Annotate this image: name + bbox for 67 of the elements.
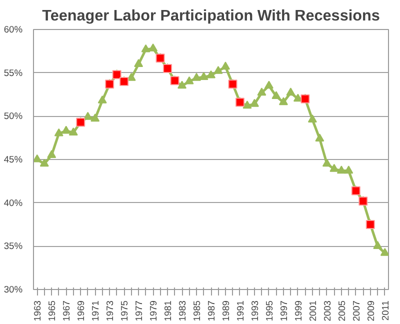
y-tick-label: 50% xyxy=(4,111,22,122)
x-tick-label: 1993 xyxy=(250,300,260,322)
point xyxy=(220,62,230,70)
point xyxy=(40,158,49,167)
point xyxy=(134,59,144,67)
point xyxy=(199,72,208,80)
x-tick-label: 1999 xyxy=(293,300,304,322)
x-tick-label: 1979 xyxy=(148,300,159,322)
x-tick-label: 1983 xyxy=(178,300,188,322)
x-tick-label: 2001 xyxy=(308,300,318,322)
x-tick-label: 2003 xyxy=(322,300,332,322)
x-tick-label: 1967 xyxy=(62,300,72,322)
x-tick-label: 1985 xyxy=(192,300,202,322)
point xyxy=(380,248,388,256)
point xyxy=(264,80,274,89)
y-tick-label: 45% xyxy=(4,154,22,164)
point xyxy=(148,43,158,52)
x-tick-label: 1971 xyxy=(90,300,101,322)
point xyxy=(250,98,259,107)
point xyxy=(34,154,42,162)
point xyxy=(272,91,281,100)
x-tick-label: 1987 xyxy=(206,300,216,322)
x-tick-label: 2009 xyxy=(366,300,376,322)
point xyxy=(54,128,64,136)
x-tick-label: 1965 xyxy=(47,300,58,322)
x-tick-label: 1981 xyxy=(163,300,174,322)
point xyxy=(308,114,317,122)
point xyxy=(184,76,194,84)
y-tick-label: 60% xyxy=(4,24,22,34)
point xyxy=(315,134,324,142)
point xyxy=(330,164,339,172)
point xyxy=(278,97,288,106)
x-tick-label: 1975 xyxy=(120,300,130,322)
point xyxy=(373,241,382,249)
point xyxy=(322,158,332,167)
point xyxy=(62,126,71,134)
y-tick-label: 30% xyxy=(4,284,22,294)
y-tick-label: 55% xyxy=(4,68,22,78)
point xyxy=(242,100,252,109)
x-tick-label: 2005 xyxy=(336,300,347,322)
x-tick-label: 1973 xyxy=(105,300,116,322)
point xyxy=(344,166,354,174)
point xyxy=(68,128,78,136)
x-tick-label: 1991 xyxy=(235,300,246,322)
x-tick-label: 1997 xyxy=(278,300,289,322)
x-tick-label: 2007 xyxy=(351,300,362,322)
x-tick-label: 1963 xyxy=(32,300,43,322)
point xyxy=(83,112,92,120)
x-tick-label: 1977 xyxy=(134,300,144,322)
point xyxy=(192,72,202,81)
x-tick-label: 1989 xyxy=(220,300,231,322)
y-tick-label: 40% xyxy=(4,198,22,208)
point xyxy=(257,88,266,96)
x-tick-label: 1969 xyxy=(76,300,86,322)
point xyxy=(178,80,187,89)
point xyxy=(98,95,107,104)
x-tick-label: 2011 xyxy=(380,300,390,321)
point xyxy=(286,88,296,96)
point xyxy=(90,114,100,122)
x-tick-label: 1995 xyxy=(264,300,274,322)
point xyxy=(141,44,150,52)
chart-title: Teenager Labor Participation With Recessions xyxy=(42,8,380,24)
point xyxy=(206,70,216,78)
y-tick-label: 35% xyxy=(4,241,22,252)
point xyxy=(336,166,346,174)
point xyxy=(214,66,223,74)
point xyxy=(47,150,56,158)
